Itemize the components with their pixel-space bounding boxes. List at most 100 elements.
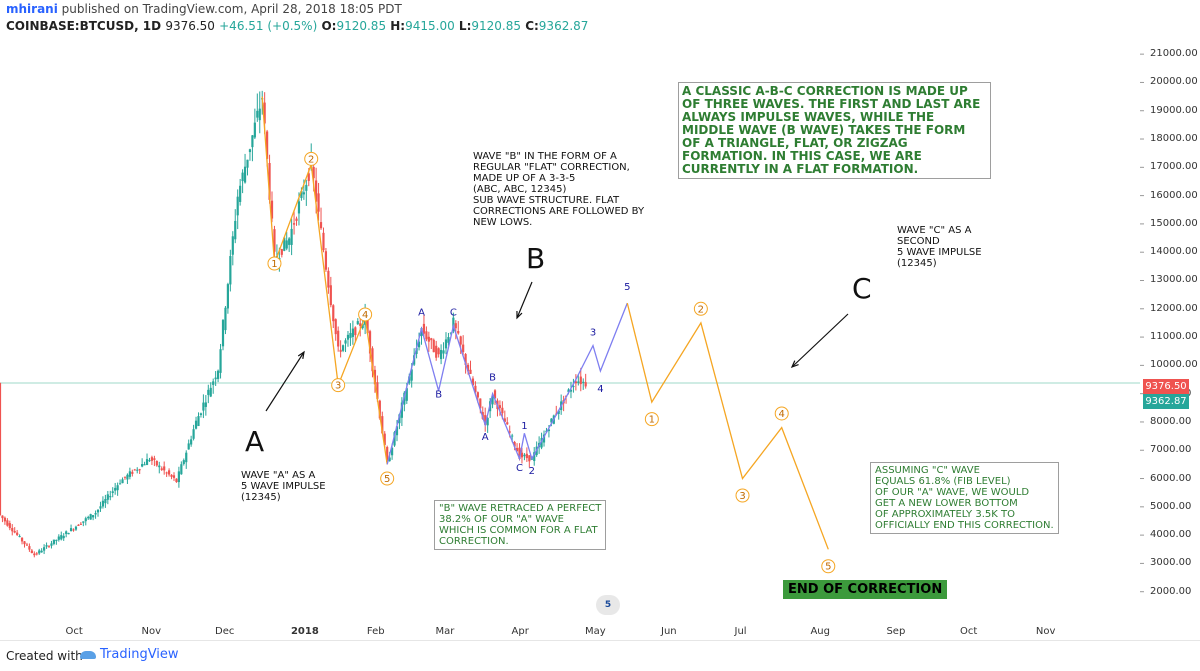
flag-icon[interactable]: 5 bbox=[596, 595, 620, 615]
close-label: C: bbox=[525, 19, 539, 33]
candle-body bbox=[38, 550, 41, 554]
candle-body bbox=[216, 370, 220, 379]
wave-a-note: WAVE "A" AS A 5 WAVE IMPULSE (12345) bbox=[241, 470, 326, 503]
candle-body bbox=[160, 468, 163, 470]
candle-body bbox=[0, 383, 2, 516]
projection-count-label: 3 bbox=[739, 491, 745, 502]
candle-body bbox=[569, 389, 573, 392]
candle-body bbox=[224, 307, 227, 331]
projection-count-label: 4 bbox=[779, 409, 785, 420]
wave-count-label: 2 bbox=[529, 466, 535, 477]
candle-body bbox=[136, 469, 139, 471]
candle-body bbox=[339, 349, 342, 352]
candle-body bbox=[175, 478, 178, 483]
high-value: 9415.00 bbox=[405, 19, 455, 33]
symbol-line: COINBASE:BTCUSD, 1D 9376.50 +46.51 (+0.5… bbox=[6, 19, 588, 33]
candle-body bbox=[533, 452, 536, 461]
b-retrace-note: "B" WAVE RETRACED A PERFECT 38.2% OF OUR… bbox=[434, 500, 607, 550]
candle-body bbox=[243, 166, 247, 183]
wave-count-label: A bbox=[482, 432, 489, 443]
y-tick-label: 6000.00 bbox=[1150, 472, 1192, 484]
x-tick-label: Aug bbox=[810, 626, 830, 637]
candle-body bbox=[437, 348, 440, 355]
x-tick-label: Feb bbox=[366, 626, 385, 637]
candle-body bbox=[8, 523, 11, 529]
candle-body bbox=[383, 433, 386, 445]
candle-body bbox=[40, 550, 43, 553]
candle-body bbox=[18, 536, 21, 538]
candle-body bbox=[557, 410, 560, 414]
candle-body bbox=[371, 348, 374, 372]
candle-body bbox=[50, 543, 53, 546]
candle-body bbox=[241, 172, 244, 182]
candle-body bbox=[23, 541, 26, 545]
projection-count-label-circle bbox=[821, 559, 836, 574]
wave-count-label: 4 bbox=[362, 310, 368, 321]
candle-body bbox=[99, 506, 102, 509]
tradingview-brand[interactable]: TradingView bbox=[80, 647, 179, 662]
candle-body bbox=[386, 447, 389, 462]
candle-body bbox=[268, 163, 271, 200]
wave-a-arrow-head bbox=[297, 350, 305, 359]
candle-body bbox=[427, 336, 430, 342]
candle-body bbox=[305, 184, 308, 191]
wave-count-label: 4 bbox=[597, 384, 603, 395]
created-with-label: Created with bbox=[6, 649, 83, 663]
candle-body bbox=[106, 494, 109, 500]
candle-body bbox=[288, 238, 291, 245]
candle-body bbox=[251, 135, 254, 148]
candle-body bbox=[503, 418, 506, 422]
candle-body bbox=[420, 328, 423, 336]
candle-body bbox=[280, 249, 283, 255]
footer: Created with TradingView bbox=[0, 640, 1200, 671]
close-price-tag: 9362.87 bbox=[1143, 394, 1189, 409]
projection-count-label-circle bbox=[644, 412, 659, 427]
wave-c-label: C bbox=[852, 272, 872, 305]
y-tick-label: 2000.00 bbox=[1150, 585, 1192, 597]
candle-body bbox=[52, 539, 56, 544]
y-tick-label: 12000.00 bbox=[1150, 302, 1198, 314]
candle-body bbox=[584, 382, 587, 387]
price-axis[interactable]: 2000.00 3000.00 4000.00 5000.00 6000.00 7000.… bbox=[1140, 40, 1200, 620]
candle-body bbox=[395, 426, 399, 436]
candle-body bbox=[579, 376, 582, 385]
candle-body bbox=[290, 228, 293, 245]
candle-body bbox=[491, 396, 494, 405]
candle-body bbox=[266, 131, 269, 159]
y-tick-label: 3000.00 bbox=[1150, 557, 1192, 569]
candle-body bbox=[295, 218, 298, 221]
candle-body bbox=[116, 485, 119, 491]
candle-body bbox=[432, 339, 435, 353]
y-tick-label: 18000.00 bbox=[1150, 133, 1198, 145]
candle-body bbox=[253, 122, 256, 138]
close-value: 9362.87 bbox=[538, 19, 589, 33]
candle-body bbox=[484, 415, 487, 425]
projection-count-label-circle bbox=[735, 488, 750, 503]
candle-body bbox=[62, 535, 65, 539]
wave-count-label: A bbox=[418, 308, 425, 319]
candle-body bbox=[141, 464, 144, 467]
candle-body bbox=[285, 240, 288, 249]
candle-body bbox=[180, 464, 183, 475]
candle-body bbox=[542, 434, 546, 443]
candle-body bbox=[511, 435, 514, 437]
candle-body bbox=[447, 337, 450, 343]
price-change: +46.51 (+0.5%) bbox=[219, 19, 318, 33]
candle-body bbox=[550, 418, 553, 423]
x-tick-label: 2018 bbox=[290, 626, 319, 637]
candle-body bbox=[13, 531, 16, 533]
candle-body bbox=[430, 338, 433, 341]
candle-body bbox=[165, 472, 168, 474]
candle-body bbox=[520, 452, 524, 458]
candle-body bbox=[471, 378, 475, 386]
header-bar: mhirani published on TradingView.com, Ap… bbox=[0, 0, 1200, 40]
author-name[interactable]: mhirani bbox=[6, 2, 58, 16]
y-tick-label: 15000.00 bbox=[1150, 217, 1198, 229]
candle-body bbox=[185, 452, 188, 463]
candle-body bbox=[334, 319, 337, 335]
wave-a-label: A bbox=[245, 425, 265, 458]
candle-body bbox=[341, 345, 345, 351]
candle-body bbox=[351, 328, 354, 337]
candle-body bbox=[258, 108, 261, 121]
